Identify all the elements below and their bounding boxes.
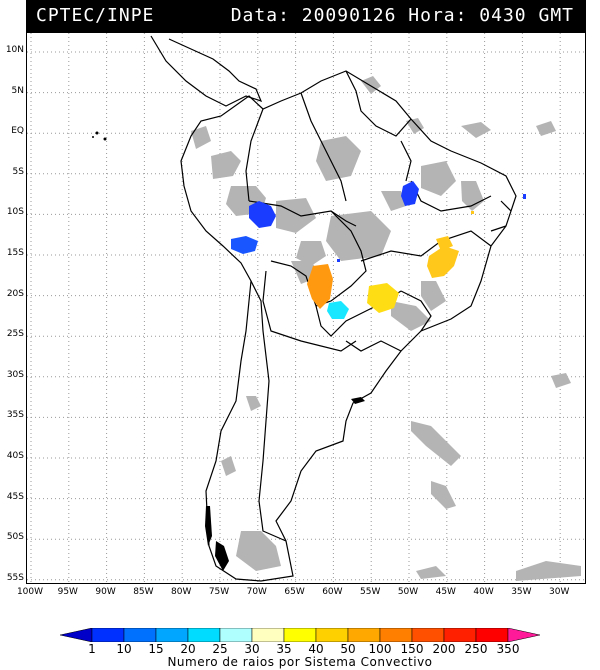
lat-label: 5S <box>12 166 24 177</box>
colorbar-segment <box>60 628 93 642</box>
lat-label: 45S <box>6 491 24 502</box>
lon-label: 65W <box>284 587 305 597</box>
system-bahia-n <box>436 236 453 251</box>
lon-label: 90W <box>95 587 116 597</box>
lon-label: 85W <box>133 587 154 597</box>
map-svg <box>27 33 585 583</box>
colorbar-label: 150 <box>400 642 424 656</box>
colorbar-label: 100 <box>368 642 392 656</box>
lon-label: 95W <box>57 587 78 597</box>
lat-label: 15S <box>6 248 24 258</box>
lat-label: 55S <box>6 572 24 583</box>
convective-systems <box>231 181 526 319</box>
colorbar-label: 1 <box>88 642 96 656</box>
lon-label: 30W <box>549 587 570 597</box>
lon-label: 80W <box>171 587 192 597</box>
lon-label: 55W <box>360 587 381 597</box>
colorbar-label: 40 <box>308 642 324 656</box>
lat-lon-grid <box>27 33 585 583</box>
colorbar-segment <box>315 628 349 642</box>
lon-label: 60W <box>322 587 343 597</box>
colorbar-segment <box>347 628 381 642</box>
timestamp-label: Data: 20090126 Hora: 0430 GMT <box>230 5 574 26</box>
colorbar-segment <box>187 628 221 642</box>
lat-label: 25S <box>6 329 24 340</box>
title-bar: CPTEC/INPE Data: 20090126 Hora: 0430 GMT <box>26 0 586 32</box>
colorbar-segment <box>251 628 285 642</box>
system-tiny-3 <box>523 194 526 199</box>
colorbar-segment <box>91 628 125 642</box>
colorbar-label: 30 <box>244 642 260 656</box>
colorbar-segment <box>283 628 317 642</box>
system-mato-grosso-sul <box>307 264 333 309</box>
system-paraguay <box>327 301 349 319</box>
lat-label: 10S <box>6 207 24 218</box>
colorbar-label: 35 <box>276 642 292 656</box>
colorbar-segment <box>411 628 445 642</box>
lon-label: 35W <box>511 587 532 597</box>
lat-label: 35S <box>6 410 24 421</box>
system-piaui <box>401 181 419 206</box>
colorbar-label: 15 <box>148 642 164 656</box>
colorbar-segment <box>379 628 413 642</box>
system-parana <box>367 283 399 313</box>
lon-label: 50W <box>397 587 419 597</box>
map-frame <box>26 32 586 584</box>
colorbar-label: 25 <box>212 642 228 656</box>
lat-label: 20S <box>6 288 24 299</box>
lat-label: 10N <box>5 45 24 55</box>
lat-label: 5N <box>11 85 24 96</box>
system-amazon-north <box>249 201 276 228</box>
colorbar-segment <box>475 628 509 642</box>
colorbar-segment <box>219 628 253 642</box>
lon-label: 40W <box>473 587 494 597</box>
lon-label: 100W <box>16 587 44 597</box>
colorbar-label: 10 <box>116 642 132 656</box>
colorbar-caption: Numero de raios por Sistema Convectivo <box>167 655 433 669</box>
coastline-and-borders <box>150 35 517 582</box>
colorbar-segment <box>155 628 189 642</box>
system-bahia <box>427 246 459 278</box>
system-bolivia-west <box>231 236 258 254</box>
lat-label: EQ <box>11 126 24 137</box>
system-tiny-1 <box>337 259 340 262</box>
colorbar-label: 200 <box>432 642 456 656</box>
lon-label: 70W <box>246 587 267 597</box>
colorbar <box>60 628 540 642</box>
colorbar-segment <box>443 628 477 642</box>
lat-label: 30S <box>6 369 24 380</box>
lon-label: 75W <box>208 587 230 597</box>
lat-label: 50S <box>6 532 24 543</box>
colorbar-label: 350 <box>496 642 520 656</box>
colorbar-segment <box>507 628 540 642</box>
lon-label: 45W <box>435 587 456 597</box>
lat-label: 40S <box>6 451 24 461</box>
colorbar-label: 250 <box>464 642 488 656</box>
colorbar-label: 20 <box>180 642 196 656</box>
colorbar-label: 50 <box>340 642 356 656</box>
islands <box>92 131 365 571</box>
system-tiny-2 <box>471 211 474 214</box>
source-label: CPTEC/INPE <box>36 5 155 26</box>
colorbar-segment <box>123 628 157 642</box>
